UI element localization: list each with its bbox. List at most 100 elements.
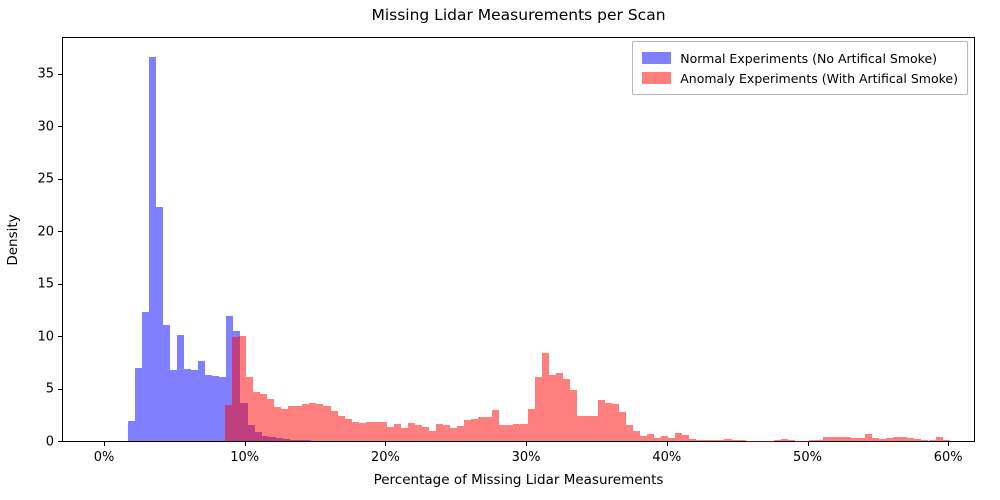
bar-anomaly xyxy=(597,400,605,441)
bar-anomaly xyxy=(295,406,303,441)
bar-anomaly xyxy=(541,352,549,441)
bar-anomaly xyxy=(513,424,521,441)
y-tick-label: 10 xyxy=(37,329,54,345)
bar-anomaly xyxy=(485,416,493,441)
bar-anomaly xyxy=(569,389,577,441)
bar-anomaly xyxy=(640,435,648,441)
bar-anomaly xyxy=(731,439,739,441)
bar-anomaly xyxy=(330,410,338,441)
legend-item-normal: Normal Experiments (No Artifical Smoke) xyxy=(642,48,958,68)
legend: Normal Experiments (No Artifical Smoke) … xyxy=(632,41,968,95)
bar-anomaly xyxy=(478,416,486,441)
bar-anomaly xyxy=(372,422,380,441)
bar-anomaly xyxy=(225,405,233,441)
bar-anomaly xyxy=(921,439,929,441)
bar-anomaly xyxy=(773,439,781,441)
bar-anomaly xyxy=(689,438,697,441)
y-tick-label: 5 xyxy=(45,381,54,397)
bar-anomaly xyxy=(499,425,507,441)
bar-anomaly xyxy=(281,408,289,441)
bar-anomaly xyxy=(443,425,451,441)
x-tick-label: 10% xyxy=(230,450,260,465)
bar-anomaly xyxy=(527,408,535,441)
bar-anomaly xyxy=(844,437,852,441)
bar-anomaly xyxy=(724,439,732,441)
bar-anomaly xyxy=(400,428,408,441)
y-axis-label: Density xyxy=(5,214,21,266)
bar-anomaly xyxy=(738,440,746,441)
bar-anomaly xyxy=(907,437,915,441)
bar-anomaly xyxy=(879,438,887,441)
bar-anomaly xyxy=(260,393,268,441)
x-tick-label: 30% xyxy=(511,450,541,465)
x-tick-label: 0% xyxy=(93,450,115,465)
bar-normal xyxy=(134,367,142,441)
bar-normal xyxy=(127,421,135,441)
bar-anomaly xyxy=(851,437,859,441)
bar-anomaly xyxy=(682,435,690,441)
bar-anomaly xyxy=(457,426,465,441)
y-tick xyxy=(58,231,62,233)
bar-anomaly xyxy=(337,415,345,441)
bar-normal xyxy=(141,312,150,441)
bar-anomaly xyxy=(604,403,612,441)
bar-anomaly xyxy=(633,430,641,441)
bar-anomaly xyxy=(288,406,296,441)
bar-anomaly xyxy=(386,427,394,441)
bar-anomaly xyxy=(358,423,366,441)
x-tick xyxy=(666,442,668,446)
bar-anomaly xyxy=(365,422,373,441)
bar-anomaly xyxy=(661,436,669,441)
x-tick-label: 50% xyxy=(793,450,822,465)
bar-anomaly xyxy=(562,379,570,441)
bar-anomaly xyxy=(611,404,619,441)
bar-anomaly xyxy=(886,438,894,441)
bar-anomaly xyxy=(555,372,563,441)
bar-normal xyxy=(212,376,220,441)
bar-anomaly xyxy=(534,377,542,441)
y-tick xyxy=(58,336,62,338)
bar-normal xyxy=(177,335,185,441)
bar-anomaly xyxy=(583,415,591,441)
bar-anomaly xyxy=(710,440,718,441)
bar-anomaly xyxy=(450,428,458,441)
bar-anomaly xyxy=(654,437,662,441)
bar-anomaly xyxy=(436,424,444,441)
bar-normal xyxy=(198,361,206,441)
bar-anomaly xyxy=(618,411,626,441)
bar-anomaly xyxy=(668,437,676,441)
bar-anomaly xyxy=(872,437,880,441)
bar-anomaly xyxy=(302,404,310,441)
bar-anomaly xyxy=(576,415,584,441)
bar-anomaly xyxy=(239,336,247,441)
legend-swatch-anomaly-icon xyxy=(642,72,672,84)
y-tick xyxy=(58,178,62,180)
bar-anomaly xyxy=(232,337,240,441)
bar-anomaly xyxy=(323,406,331,441)
y-tick xyxy=(58,283,62,285)
bar-anomaly xyxy=(914,439,922,441)
bar-anomaly xyxy=(893,437,901,441)
x-tick xyxy=(385,442,387,446)
bar-normal xyxy=(226,316,234,441)
bar-anomaly xyxy=(858,437,866,441)
plot-area: 0% 10% 20% 30% 40% 50% 60% 0 5 10 15 20 25 30 35 Norma… xyxy=(37,37,975,465)
bar-anomaly xyxy=(393,424,401,441)
bar-normal xyxy=(149,57,157,441)
legend-item-anomaly: Anomaly Experiments (With Artifical Smok… xyxy=(642,68,958,88)
bar-normal xyxy=(184,368,192,441)
bar-anomaly xyxy=(942,439,950,441)
y-tick-label: 20 xyxy=(37,224,54,240)
bar-anomaly xyxy=(464,420,472,441)
bar-anomaly xyxy=(274,407,282,441)
bar-anomaly xyxy=(351,422,359,441)
bar-anomaly xyxy=(316,404,324,441)
x-tick xyxy=(104,442,105,446)
x-tick xyxy=(948,442,950,446)
bar-anomaly xyxy=(647,433,655,441)
bar-anomaly xyxy=(703,440,711,441)
bar-anomaly xyxy=(309,403,317,441)
bar-anomaly xyxy=(696,439,704,441)
bar-anomaly xyxy=(780,438,788,441)
